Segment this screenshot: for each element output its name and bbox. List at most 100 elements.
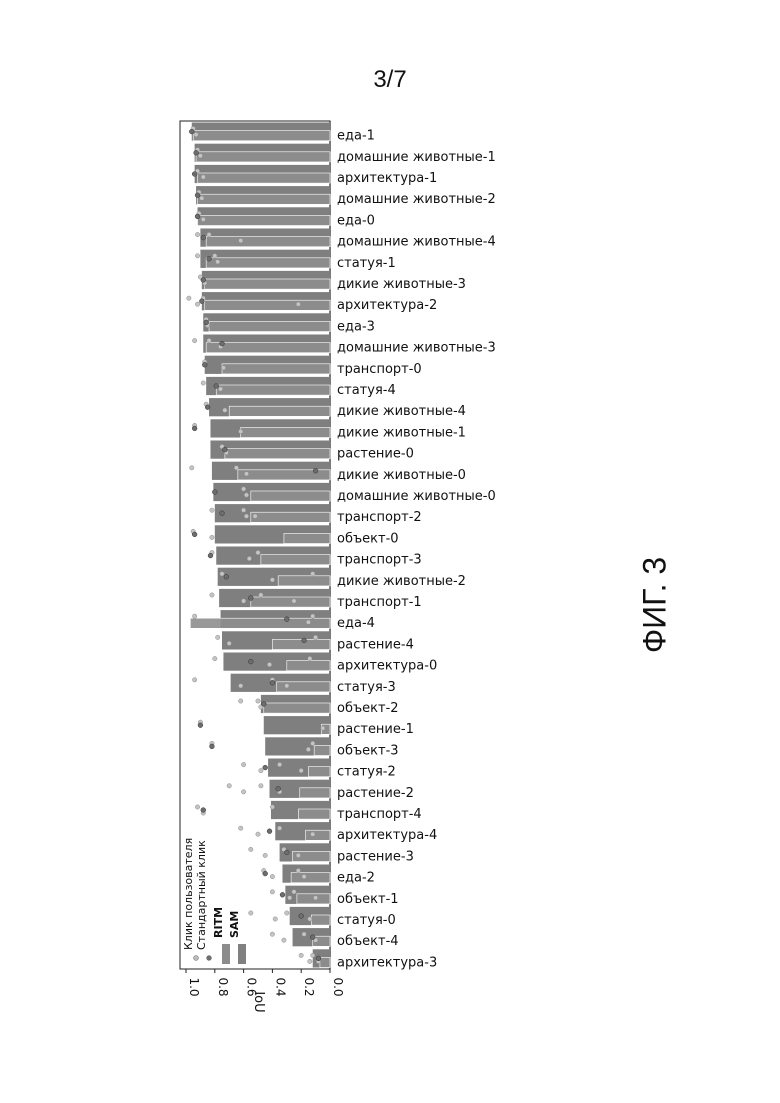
category-label: домашние животные-4 <box>337 235 496 250</box>
category-label: транспорт-3 <box>337 553 422 568</box>
user-click-marker <box>198 154 202 158</box>
user-click-marker <box>241 487 245 491</box>
standard-click-marker <box>195 214 200 219</box>
user-click-marker <box>241 508 245 512</box>
user-click-marker <box>239 429 243 433</box>
user-click-marker <box>313 896 317 900</box>
standard-click-marker <box>263 871 268 876</box>
standard-click-marker <box>199 299 204 304</box>
category-label: домашние животные-2 <box>337 192 496 207</box>
bar-ritm <box>251 597 330 607</box>
user-click-marker <box>220 572 224 576</box>
category-label: архитектура-1 <box>337 171 437 186</box>
user-click-marker <box>213 656 217 660</box>
bar-ritm <box>284 533 330 543</box>
y-axis-title: IoU <box>251 991 266 1012</box>
user-click-marker <box>201 175 205 179</box>
standard-click-marker <box>189 129 194 134</box>
legend-swatch <box>222 944 230 964</box>
category-label: транспорт-2 <box>337 510 422 525</box>
user-click-marker <box>277 826 281 830</box>
standard-click-marker <box>222 447 227 452</box>
legend-swatch <box>238 944 246 964</box>
category-label: растение-1 <box>337 722 414 737</box>
user-click-marker <box>244 493 248 497</box>
standard-click-marker <box>313 468 318 473</box>
user-click-marker <box>306 747 310 751</box>
standard-click-marker <box>205 405 210 410</box>
bar-ritm <box>198 194 330 204</box>
user-click-marker <box>282 938 286 942</box>
user-click-marker <box>263 853 267 857</box>
bar-ritm <box>298 809 330 819</box>
standard-click-marker <box>194 150 199 155</box>
user-click-marker <box>192 614 196 618</box>
standard-click-marker <box>284 850 289 855</box>
legend-label: Стандартный клик <box>195 840 208 950</box>
category-label: домашние животные-0 <box>337 489 496 504</box>
standard-click-marker <box>267 829 272 834</box>
user-click-marker <box>256 699 260 703</box>
bar-ritm <box>198 173 330 183</box>
user-click-marker <box>296 868 300 872</box>
user-click-marker <box>302 932 306 936</box>
category-label: еда-2 <box>337 871 375 886</box>
user-click-marker <box>311 741 315 745</box>
bar-ritm <box>251 512 330 522</box>
category-label: транспорт-0 <box>337 362 422 377</box>
standard-click-marker <box>280 892 285 897</box>
legend: Клик пользователяСтандартный кликRITMSAM <box>182 838 246 964</box>
category-label: дикие животные-4 <box>337 404 466 419</box>
legend-label: SAM <box>228 911 241 938</box>
category-label: растение-4 <box>337 637 414 652</box>
bar-ritm <box>311 915 330 925</box>
category-label: статуя-1 <box>337 256 396 271</box>
user-click-marker <box>259 784 263 788</box>
category-label: дикие животные-2 <box>337 574 466 589</box>
legend-marker <box>194 956 199 961</box>
user-click-marker <box>311 614 315 618</box>
user-click-marker <box>244 472 248 476</box>
user-click-marker <box>311 953 315 957</box>
category-label: растение-2 <box>337 786 414 801</box>
user-click-marker <box>239 826 243 830</box>
user-click-marker <box>195 302 199 306</box>
user-click-marker <box>223 408 227 412</box>
category-label: статуя-2 <box>337 765 396 780</box>
user-click-marker <box>201 217 205 221</box>
standard-click-marker <box>248 659 253 664</box>
y-tick-label: 0.4 <box>273 977 287 996</box>
bar-ritm <box>193 131 330 141</box>
standard-click-marker <box>198 723 203 728</box>
category-label: архитектура-4 <box>337 828 437 843</box>
category-labels: еда-1домашние животные-1архитектура-1дом… <box>337 129 496 971</box>
user-click-marker <box>308 959 312 963</box>
user-click-marker <box>259 768 263 772</box>
standard-click-marker <box>248 596 253 601</box>
bar-ritm <box>300 788 330 798</box>
bar-ritm <box>222 364 330 374</box>
user-click-marker <box>253 514 257 518</box>
bar-sam <box>264 716 330 734</box>
user-click-marker <box>270 932 274 936</box>
category-label: объект-1 <box>337 892 399 907</box>
category-label: еда-1 <box>337 129 375 144</box>
user-click-marker <box>227 641 231 645</box>
user-click-marker <box>308 656 312 660</box>
user-click-marker <box>241 790 245 794</box>
user-click-marker <box>200 196 204 200</box>
legend-label: RITM <box>212 907 225 938</box>
user-click-marker <box>270 805 274 809</box>
bar-ritm <box>264 703 330 713</box>
bar-ritm <box>278 576 330 586</box>
user-click-marker <box>249 847 253 851</box>
standard-click-marker <box>220 341 225 346</box>
bar-ritm <box>241 427 330 437</box>
user-click-marker <box>207 232 211 236</box>
bars-group <box>190 122 330 967</box>
standard-click-marker <box>192 532 197 537</box>
standard-click-marker <box>212 490 217 495</box>
category-label: дикие животные-0 <box>337 468 466 483</box>
user-click-marker <box>321 726 325 730</box>
category-label: объект-4 <box>337 934 399 949</box>
